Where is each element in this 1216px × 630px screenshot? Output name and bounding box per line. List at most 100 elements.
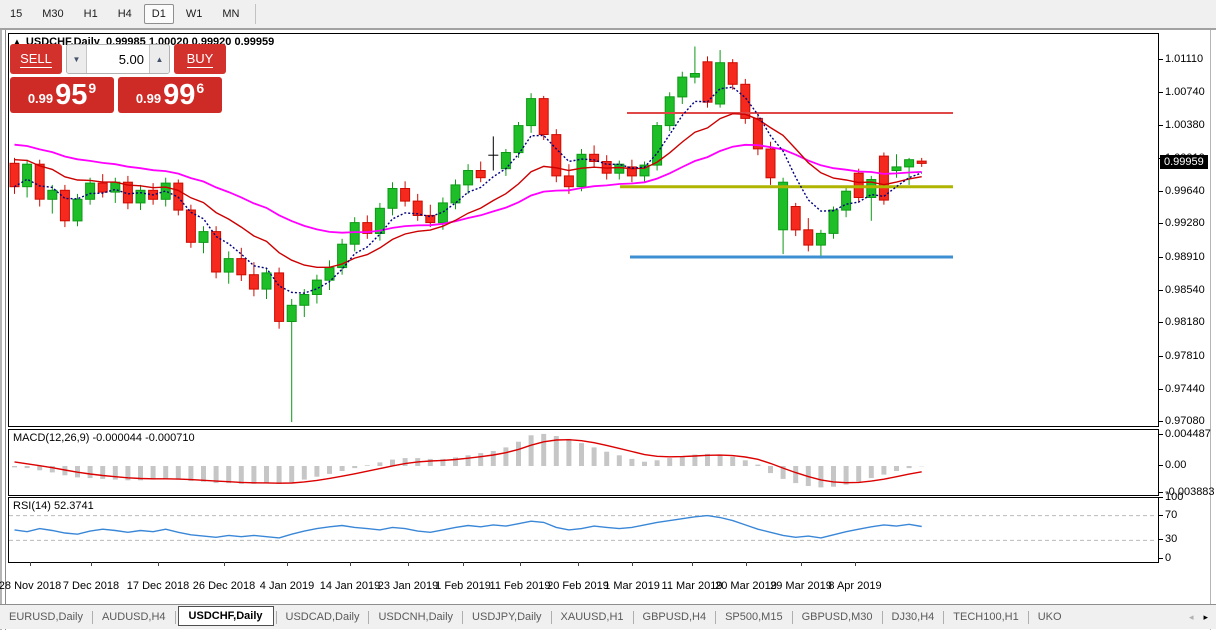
date-axis-tick (408, 562, 409, 566)
toolbar-separator (255, 4, 257, 24)
triangle-up-icon: ▲ (13, 37, 21, 46)
date-axis-tick (855, 562, 856, 566)
tab-gbpusd-m30[interactable]: GBPUSD,M30 (801, 611, 873, 623)
tab-scroll-right-icon[interactable]: ▸ (1203, 611, 1208, 622)
date-axis-tick (746, 562, 747, 566)
price-axis-label: 0.97440 (1159, 382, 1205, 395)
tab-separator (943, 610, 945, 624)
timeframe-button-H1[interactable]: H1 (83, 8, 98, 20)
tab-scroll-arrows: ◂ ▸ (1189, 612, 1216, 623)
tab-separator (881, 610, 883, 624)
macd-axis-label: 0.00 (1158, 459, 1187, 471)
date-axis-label: 26 Dec 2018 (192, 580, 256, 592)
date-axis-tick (350, 562, 351, 566)
timeframe-button-D1[interactable]: D1 (143, 4, 174, 24)
sell-price-big: 95 (55, 79, 88, 111)
price-axis-label: 1.00380 (1159, 118, 1205, 131)
one-click-trading-panel: SELL ▼ 5.00 ▲ BUY 0.99 95 9 0.99 99 6 (10, 44, 226, 113)
tab-separator (368, 610, 370, 624)
tab-usdcnh-daily[interactable]: USDCNH,Daily (378, 611, 454, 623)
sell-price-box[interactable]: 0.99 95 9 (10, 77, 114, 113)
rsi-indicator-panel[interactable]: RSI(14) 52.3741 (8, 497, 1159, 563)
timeframe-button-H4[interactable]: H4 (117, 8, 132, 20)
tab-sp500-m15[interactable]: SP500,M15 (725, 611, 783, 623)
tab-xauusd-h1[interactable]: XAUUSD,H1 (560, 611, 624, 623)
triangle-down-icon: ▼ (72, 54, 81, 64)
volume-spinner: ▼ 5.00 ▲ (66, 44, 170, 74)
sell-price-prefix: 0.99 (27, 90, 54, 106)
tab-dj30-h4[interactable]: DJ30,H4 (891, 611, 935, 623)
date-axis-tick (463, 562, 464, 566)
rsi-axis-label: 30 (1158, 533, 1178, 545)
buy-button[interactable]: BUY (174, 44, 226, 74)
tab-separator (1027, 610, 1029, 624)
timeframe-button-MN[interactable]: MN (222, 8, 240, 20)
date-axis-label: 8 Apr 2019 (828, 580, 882, 592)
macd-chart[interactable] (9, 430, 1156, 493)
price-axis-label: 0.97080 (1159, 415, 1205, 428)
volume-up-button[interactable]: ▲ (149, 45, 169, 73)
price-axis-label: 0.99280 (1159, 217, 1205, 230)
date-axis-label: 14 Jan 2019 (319, 580, 381, 592)
tab-separator (791, 610, 793, 624)
price-axis-label: 0.99640 (1159, 185, 1205, 198)
candlestick-chart[interactable] (9, 34, 1156, 424)
macd-axis-label: -0.003883 (1159, 486, 1215, 498)
date-axis-label: 11 Mar 2019 (661, 580, 723, 592)
date-axis-label: 20 Mar 2019 (715, 580, 777, 592)
volume-down-button[interactable]: ▼ (67, 45, 87, 73)
timeframe-button-M30[interactable]: M30 (42, 8, 64, 20)
tab-tech100-h1[interactable]: TECH100,H1 (953, 611, 1019, 623)
date-axis-label: 1 Mar 2019 (604, 580, 660, 592)
timeframe-button-15[interactable]: 15 (10, 8, 23, 20)
tab-usdchf-daily[interactable]: USDCHF,Daily (177, 606, 274, 626)
triangle-up-icon: ▲ (155, 54, 164, 64)
buy-price-box[interactable]: 0.99 99 6 (118, 77, 222, 113)
date-axis-label: 11 Feb 2019 (489, 580, 551, 592)
window-right-edge (1210, 30, 1211, 630)
price-axis-label: 0.97810 (1159, 349, 1205, 362)
date-axis-tick (30, 562, 31, 566)
tab-gbpusd-h4[interactable]: GBPUSD,H4 (642, 611, 707, 623)
macd-axis-label: 0.004487 (1159, 428, 1211, 440)
tab-scroll-left-icon[interactable]: ◂ (1188, 611, 1194, 622)
date-axis-tick (520, 562, 521, 566)
rsi-axis-label: 70 (1158, 509, 1178, 521)
tab-eurusd-daily[interactable]: EURUSD,Daily (9, 611, 83, 623)
macd-indicator-panel[interactable]: MACD(12,26,9) -0.000044 -0.000710 (8, 429, 1159, 496)
sell-button[interactable]: SELL (10, 44, 62, 74)
date-axis-tick (578, 562, 579, 566)
tab-separator (275, 610, 277, 624)
current-price-tag: 0.99959 (1160, 155, 1208, 170)
buy-price-big: 99 (163, 79, 196, 111)
rsi-label: RSI(14) 52.3741 (13, 500, 94, 512)
date-axis-label: 29 Mar 2019 (770, 580, 832, 592)
macd-label: MACD(12,26,9) -0.000044 -0.000710 (13, 432, 195, 444)
rsi-axis-label: 0 (1158, 552, 1172, 564)
tab-separator (632, 610, 634, 624)
tab-uko[interactable]: UKO (1037, 611, 1062, 623)
tab-audusd-h4[interactable]: AUDUSD,H4 (101, 611, 166, 623)
tab-separator (91, 610, 93, 624)
price-axis-label: 0.98180 (1159, 316, 1205, 329)
rsi-axis-label: 100 (1158, 491, 1184, 503)
tab-separator (550, 610, 552, 624)
tab-usdcad-daily[interactable]: USDCAD,Daily (285, 611, 360, 623)
date-axis-tick (224, 562, 225, 566)
date-axis-label: 23 Jan 2019 (377, 580, 439, 592)
date-axis-tick (692, 562, 693, 566)
price-axis-label: 1.01110 (1158, 53, 1204, 65)
price-axis-label: 0.98910 (1159, 250, 1205, 263)
volume-input[interactable]: 5.00 (118, 51, 144, 67)
tab-usdjpy-daily[interactable]: USDJPY,Daily (472, 611, 542, 623)
price-axis-label: 1.00740 (1159, 86, 1205, 99)
sell-price-pip: 9 (88, 80, 97, 96)
timeframe-button-W1[interactable]: W1 (185, 8, 203, 20)
date-axis-tick (632, 562, 633, 566)
date-axis-label: 4 Jan 2019 (259, 580, 315, 592)
rsi-chart[interactable] (9, 498, 1156, 560)
date-axis-label: 7 Dec 2018 (62, 580, 120, 592)
date-axis-tick (801, 562, 802, 566)
date-axis-label: 28 Nov 2018 (0, 580, 62, 592)
